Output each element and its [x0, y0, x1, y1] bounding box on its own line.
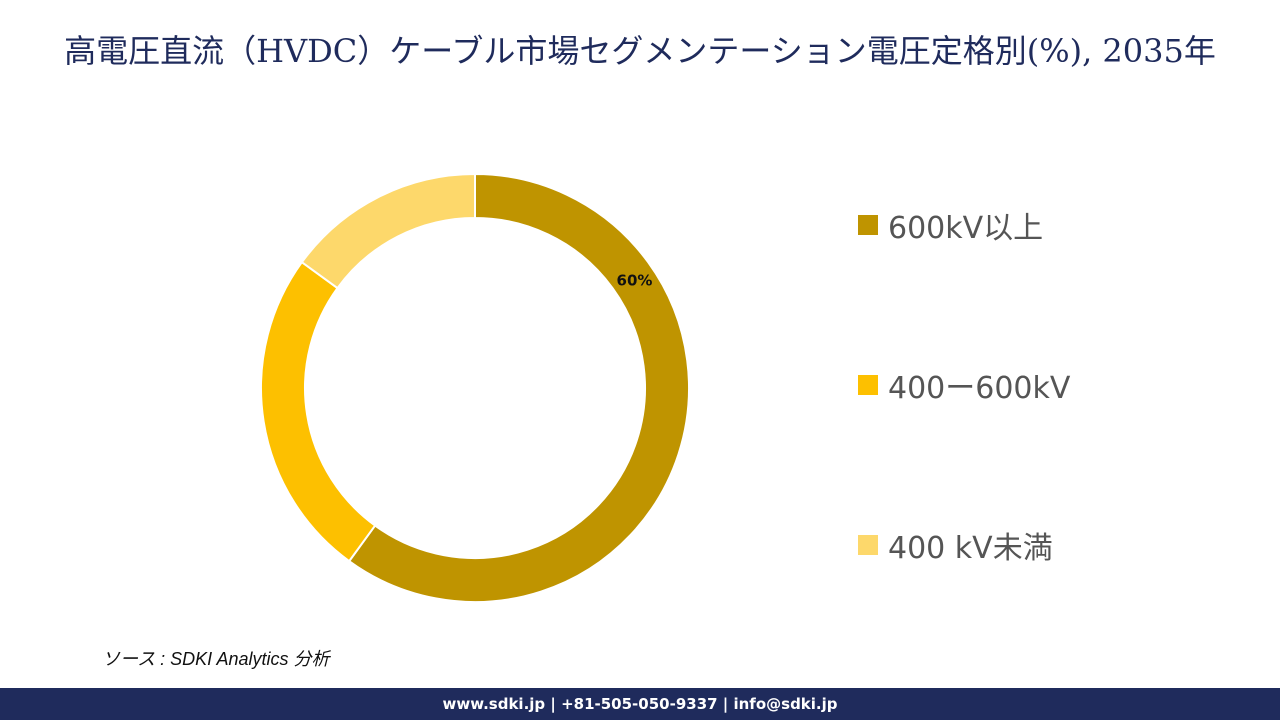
donut-chart: 60% — [260, 172, 690, 603]
legend-swatch — [858, 375, 878, 395]
donut-slice-2 — [260, 260, 377, 563]
source-note: ソース : SDKI Analytics 分析 — [102, 649, 330, 669]
donut-slice-3 — [300, 172, 476, 290]
footer-contact-bar: www.sdki.jp | +81-505-050-9337 | info@sd… — [0, 688, 1280, 720]
legend-label: 400 kV未満 — [888, 531, 1053, 566]
donut-slice-1 — [347, 172, 690, 603]
legend-label: 400ー600kV — [888, 371, 1071, 406]
data-label-1: 60% — [617, 272, 653, 290]
legend-item-3: 400 kV未満 — [858, 520, 1053, 570]
chart-title: 高電圧直流（HVDC）ケーブル市場セグメンテーション電圧定格別(%), 2035… — [64, 32, 1216, 70]
legend-label: 600kV以上 — [888, 211, 1044, 246]
legend-swatch — [858, 535, 878, 555]
legend-swatch — [858, 215, 878, 235]
legend-item-2: 400ー600kV — [858, 360, 1070, 410]
legend-item-1: 600kV以上 — [858, 200, 1043, 250]
